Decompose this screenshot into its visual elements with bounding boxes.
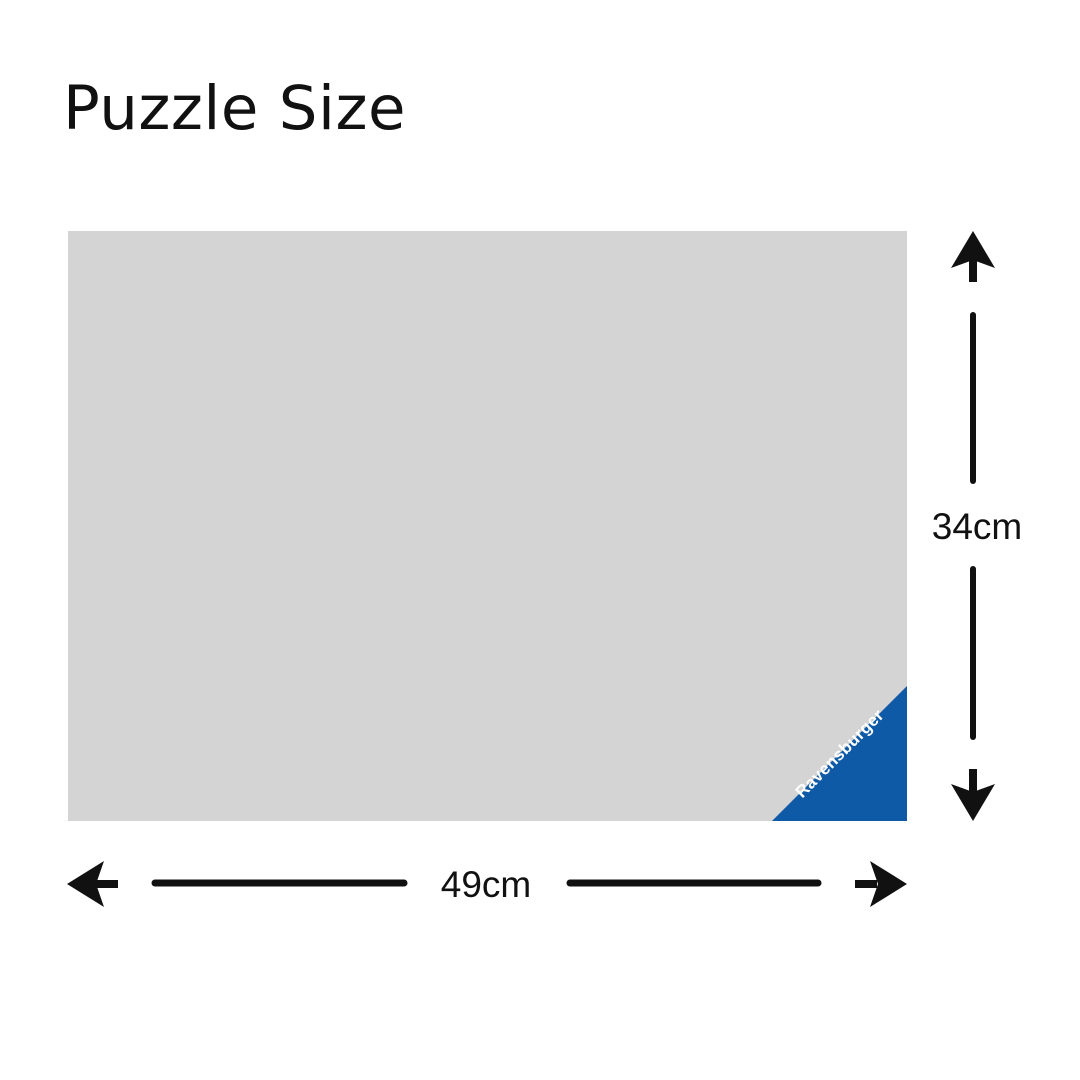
page-title: Puzzle Size	[63, 73, 406, 144]
arrow-up-icon	[951, 231, 995, 282]
arrow-left-icon	[67, 861, 118, 907]
arrow-down-icon	[951, 769, 995, 821]
width-label: 49cm	[440, 864, 532, 905]
height-label: 34cm	[931, 506, 1023, 547]
arrow-right-icon	[855, 861, 907, 907]
puzzle-outline	[68, 231, 907, 821]
